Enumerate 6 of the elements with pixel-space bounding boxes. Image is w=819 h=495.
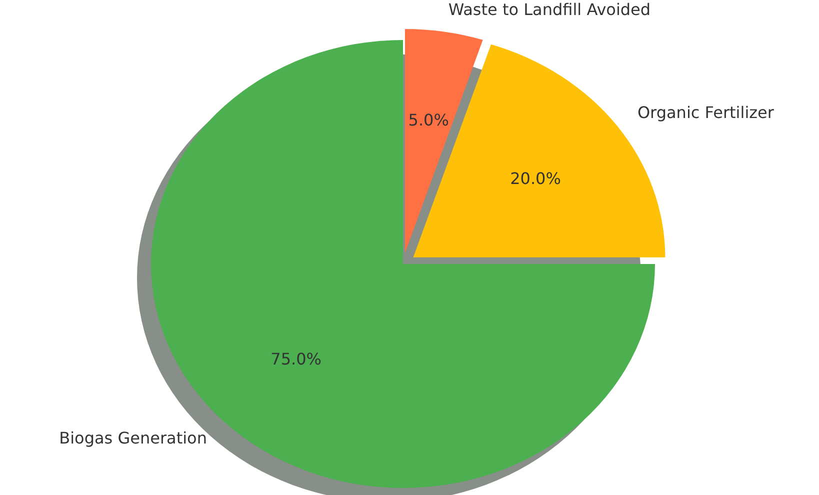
- slice-label: Waste to Landfill Avoided: [448, 0, 651, 20]
- data-label: 5.0%: [408, 110, 449, 130]
- slice-label: Biogas Generation: [59, 428, 207, 448]
- data-label: 75.0%: [270, 350, 322, 369]
- slice-label: Organic Fertilizer: [637, 103, 774, 122]
- data-label: 20.0%: [510, 168, 561, 188]
